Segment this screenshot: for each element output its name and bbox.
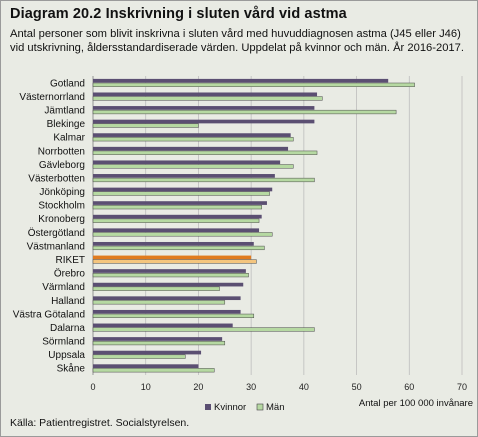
category-label: Norrbotten <box>38 146 85 157</box>
bar-man-14 <box>92 273 249 278</box>
category-label: Blekinge <box>47 119 86 130</box>
category-label: Kalmar <box>53 133 85 144</box>
bar-man-7 <box>92 177 315 183</box>
category-label: Jönköping <box>39 187 85 198</box>
category-label: Uppsala <box>48 350 85 361</box>
category-labels: Gotland Västernorrland Jämtland Blekinge Kal… <box>13 78 86 374</box>
bar-kvinnor-4 <box>93 133 291 137</box>
x-tick-label: 40 <box>299 382 309 392</box>
bar-kvinnor-1 <box>93 92 318 97</box>
bar-kvinnor-16 <box>93 296 241 301</box>
bar-kvinnor-8 <box>93 187 273 192</box>
bar-man-18 <box>92 327 315 332</box>
category-label: Jämtland <box>44 105 85 116</box>
bar-kvinnor-11 <box>93 228 260 233</box>
bar-kvinnor-15 <box>93 282 244 287</box>
x-tick-label: 70 <box>457 382 467 392</box>
bar-man-2 <box>92 109 397 115</box>
bar-kvinnor-0 <box>93 78 389 83</box>
legend-swatch-man <box>256 403 264 411</box>
category-label: Västerbotten <box>28 173 85 184</box>
chart-subtitle: Antal personer som blivit inskrivna i sl… <box>10 28 464 54</box>
bar-man-0 <box>92 82 415 87</box>
bar-kvinnor-6 <box>93 160 281 165</box>
x-tick-labels: 0 10 20 30 40 50 60 70 <box>90 382 467 392</box>
x-axis-label: Antal per 100 000 invånare <box>359 398 473 409</box>
bar-man-12 <box>92 245 265 251</box>
bar-man-15 <box>92 286 220 291</box>
category-label: Örebro <box>54 268 86 280</box>
bar-man-13 <box>92 259 257 264</box>
bar-kvinnor-18 <box>93 323 233 328</box>
category-label: RIKET <box>56 255 85 266</box>
category-label: Dalarna <box>50 323 85 334</box>
bar-man-20 <box>92 354 186 359</box>
x-tick-label: 50 <box>352 382 362 392</box>
legend-label-kvinnor: Kvinnor <box>214 402 246 413</box>
x-tick-label: 10 <box>141 382 151 392</box>
bar-kvinnor-12 <box>93 241 254 246</box>
bar-man-3 <box>92 123 199 128</box>
bar-man-11 <box>92 232 273 237</box>
bar-kvinnor-19 <box>93 337 223 341</box>
bar-kvinnor-3 <box>93 119 315 124</box>
bar-kvinnor-13 <box>93 255 252 260</box>
bar-kvinnor-7 <box>93 174 275 178</box>
bar-kvinnor-5 <box>93 146 289 151</box>
bar-man-5 <box>92 150 318 155</box>
category-label: Västra Götaland <box>13 309 85 320</box>
category-label: Halland <box>51 296 85 307</box>
bar-kvinnor-20 <box>93 350 202 355</box>
bar-kvinnor-21 <box>93 364 199 369</box>
x-tick-label: 60 <box>404 382 414 392</box>
bar-kvinnor-2 <box>93 106 315 110</box>
bar-man-21 <box>92 368 215 373</box>
category-label: Stockholm <box>38 201 85 212</box>
bar-man-17 <box>92 313 255 318</box>
category-label: Västernorrland <box>19 92 85 103</box>
category-label: Kronoberg <box>38 214 85 225</box>
bar-man-1 <box>92 96 323 101</box>
category-label: Västmanland <box>27 241 85 252</box>
legend-label-man: Män <box>266 402 284 413</box>
legend-swatch-kvinnor <box>205 404 211 410</box>
bar-kvinnor-10 <box>93 214 262 219</box>
bar-man-4 <box>92 137 294 142</box>
chart-source: Källa: Patientregistret. Socialstyrelsen… <box>10 417 190 429</box>
bar-kvinnor-14 <box>93 269 246 273</box>
bar-kvinnor-17 <box>93 309 241 314</box>
bar-man-8 <box>92 191 270 196</box>
chart-title: Diagram 20.2 Inskrivning i sluten vård v… <box>10 6 347 22</box>
bar-man-19 <box>92 340 226 346</box>
category-label: Gävleborg <box>39 160 85 171</box>
category-label: Gotland <box>50 78 85 89</box>
category-label: Skåne <box>57 363 86 375</box>
bar-man-9 <box>92 205 262 210</box>
bar-kvinnor-9 <box>93 201 267 205</box>
x-tick-label: 30 <box>246 382 256 392</box>
category-label: Östergötland <box>28 227 85 239</box>
category-label: Sörmland <box>42 337 85 348</box>
bar-man-10 <box>92 218 260 223</box>
x-tick-label: 20 <box>193 382 203 392</box>
bars <box>92 78 415 373</box>
legend: Kvinnor Män <box>205 402 284 413</box>
x-tick-label: 0 <box>90 382 95 392</box>
bar-man-6 <box>92 164 294 169</box>
bar-man-16 <box>92 300 226 305</box>
category-label: Värmland <box>42 282 85 293</box>
